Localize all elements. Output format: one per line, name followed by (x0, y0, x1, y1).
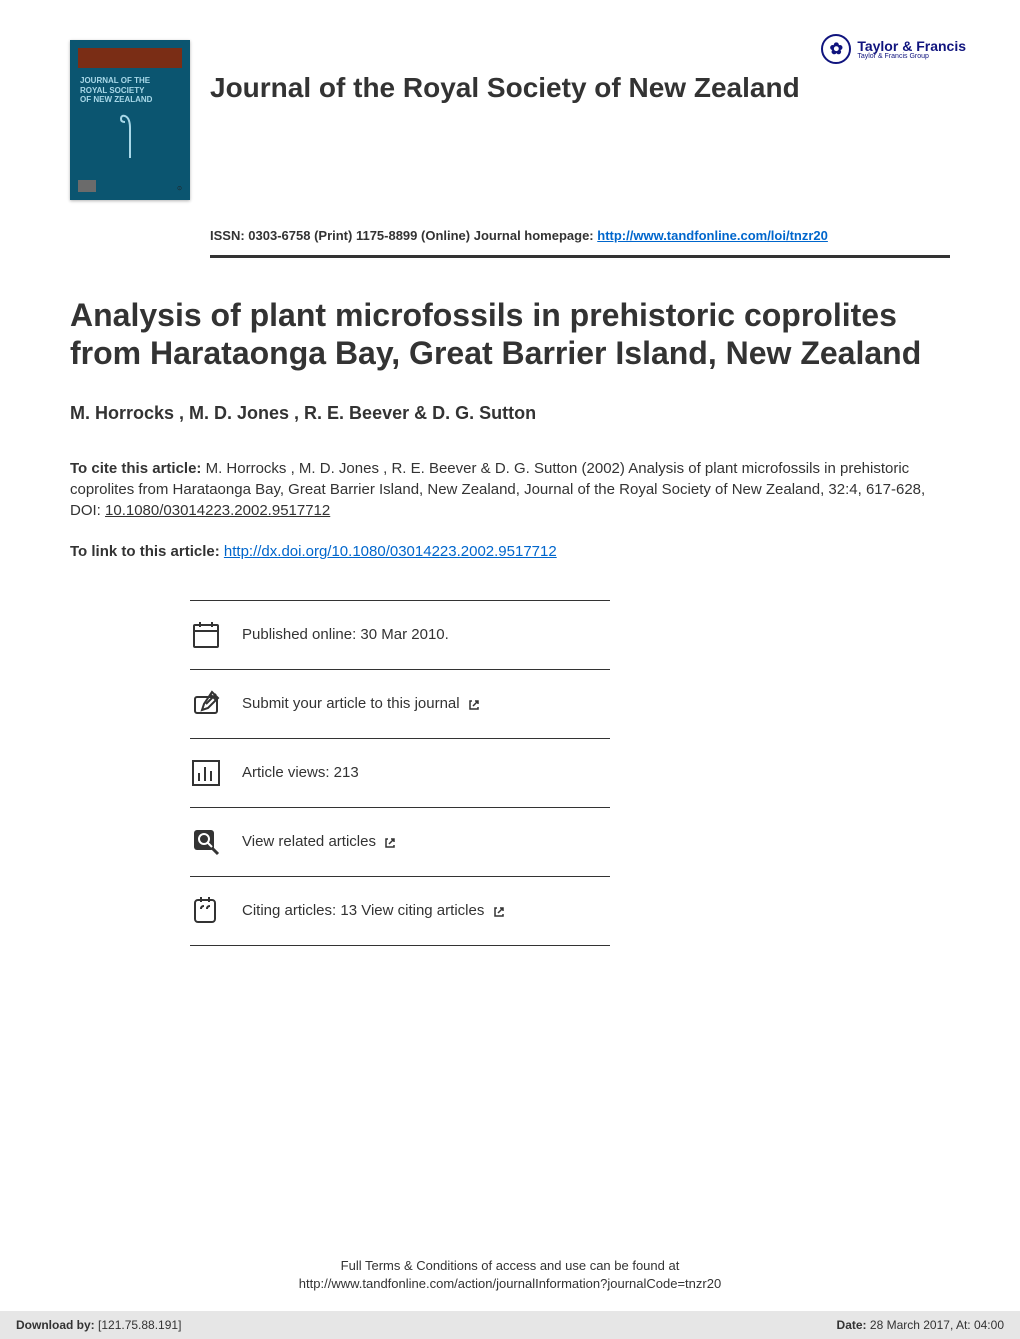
actions-list: Published online: 30 Mar 2010. Submit yo… (190, 600, 610, 946)
article-doi-link[interactable]: http://dx.doi.org/10.1080/03014223.2002.… (224, 543, 557, 560)
download-by-label: Download by: (16, 1318, 95, 1332)
citing-articles-text: Citing articles: 13 View citing articles (242, 902, 489, 919)
citing-icon (190, 895, 222, 927)
published-online-text: Published online: 30 Mar 2010. (242, 626, 449, 643)
bar-chart-icon (190, 757, 222, 789)
cover-fern-icon (115, 110, 145, 160)
submit-article-text: Submit your article to this journal (242, 695, 464, 712)
external-link-icon (468, 698, 480, 710)
cover-title-text: Journal of the Royal Society of New Zeal… (80, 76, 152, 105)
download-date-value: 28 March 2017, At: 04:00 (867, 1318, 1004, 1332)
article-title: Analysis of plant microfossils in prehis… (70, 296, 950, 373)
cover-publisher-mark: ⊙ (177, 185, 182, 192)
action-citing-articles[interactable]: Citing articles: 13 View citing articles (190, 877, 610, 946)
download-date-label: Date: (837, 1318, 867, 1332)
publisher-name: Taylor & Francis (857, 39, 966, 53)
footer-terms-line1: Full Terms & Conditions of access and us… (0, 1257, 1020, 1275)
action-article-views: Article views: 213 (190, 739, 610, 808)
external-link-icon (384, 836, 396, 848)
header: Journal of the Royal Society of New Zeal… (70, 40, 950, 200)
action-submit-article[interactable]: Submit your article to this journal (190, 670, 610, 739)
related-articles-text: View related articles (242, 833, 380, 850)
citation-doi-link[interactable]: 10.1080/03014223.2002.9517712 (105, 502, 330, 519)
footer-terms-line2: http://www.tandfonline.com/action/journa… (0, 1275, 1020, 1293)
journal-homepage-link[interactable]: http://www.tandfonline.com/loi/tnzr20 (597, 228, 828, 243)
cover-badge-icon (78, 180, 96, 192)
external-link-icon (493, 905, 505, 917)
publisher-icon: ✿ (821, 34, 851, 64)
publisher-logo: ✿ Taylor & Francis Taylor & Francis Grou… (821, 34, 966, 64)
footer-terms: Full Terms & Conditions of access and us… (0, 1257, 1020, 1293)
article-views-text: Article views: 213 (242, 764, 359, 781)
action-related-articles[interactable]: View related articles (190, 808, 610, 877)
issn-text: ISSN: 0303-6758 (Print) 1175-8899 (Onlin… (210, 228, 597, 243)
journal-cover-thumbnail[interactable]: Journal of the Royal Society of New Zeal… (70, 40, 190, 200)
related-icon (190, 826, 222, 858)
calendar-icon (190, 619, 222, 651)
citation-block: To cite this article: M. Horrocks , M. D… (70, 458, 950, 521)
link-label: To link to this article: (70, 543, 224, 560)
article-link-line: To link to this article: http://dx.doi.o… (70, 543, 950, 560)
issn-line: ISSN: 0303-6758 (Print) 1175-8899 (Onlin… (210, 228, 950, 258)
citation-label: To cite this article: (70, 460, 201, 477)
publisher-tagline: Taylor & Francis Group (857, 53, 966, 60)
action-published-online: Published online: 30 Mar 2010. (190, 600, 610, 670)
download-info-bar: Download by: [121.75.88.191] Date: 28 Ma… (0, 1311, 1020, 1339)
submit-icon (190, 688, 222, 720)
article-authors: M. Horrocks , M. D. Jones , R. E. Beever… (70, 403, 950, 424)
download-by-value: [121.75.88.191] (95, 1318, 182, 1332)
journal-title: Journal of the Royal Society of New Zeal… (210, 72, 950, 104)
